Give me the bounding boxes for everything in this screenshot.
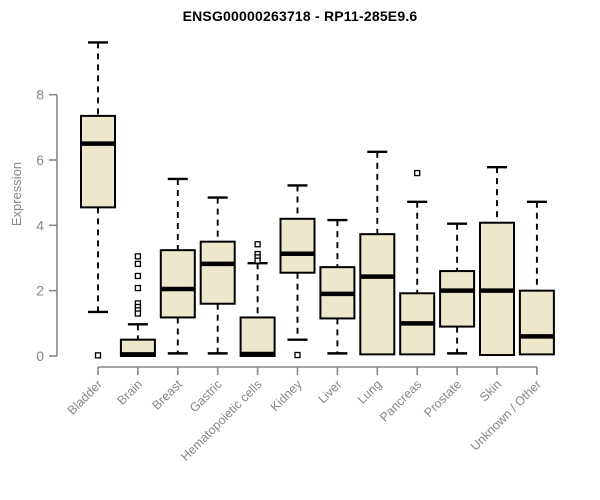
iqr-box <box>518 289 555 356</box>
outlier-point <box>414 169 421 177</box>
x-tick-label: Prostate <box>421 377 464 420</box>
box-pancreas <box>399 169 436 356</box>
box-prostate <box>439 222 476 355</box>
x-tick-label: Skin <box>477 377 504 404</box>
box-gastric <box>199 196 236 355</box>
y-tick-label: 4 <box>36 217 44 233</box>
box-skin <box>479 165 515 357</box>
iqr-box <box>159 249 196 319</box>
chart-title: ENSG00000263718 - RP11-285E9.6 <box>182 8 418 24</box>
x-tick-label: Breast <box>149 377 185 413</box>
outlier-point <box>254 241 261 248</box>
iqr-box <box>80 114 116 209</box>
x-tick-label: Pancreas <box>377 377 424 424</box>
x-tick-label: Lung <box>355 377 385 407</box>
iqr-box <box>359 233 396 356</box>
outlier-point <box>254 257 261 264</box>
outlier-point <box>134 310 142 317</box>
box-kidney <box>279 184 316 359</box>
x-tick-label: Liver <box>315 377 344 406</box>
outlier-point <box>134 272 142 280</box>
x-tick-label: Brain <box>114 377 145 408</box>
box-liver <box>319 218 356 355</box>
y-tick-label: 8 <box>36 87 44 103</box>
outlier-point <box>294 351 301 359</box>
box-breast <box>159 177 196 355</box>
x-tick-label: Bladder <box>65 377 105 417</box>
iqr-box <box>199 240 236 305</box>
outlier-point <box>134 260 142 268</box>
y-tick-label: 6 <box>36 152 44 168</box>
iqr-box <box>439 270 476 328</box>
box-bladder <box>80 41 116 359</box>
box-lung <box>359 150 396 356</box>
outlier-point <box>94 352 102 359</box>
box-hematopoietic-cells <box>239 241 276 357</box>
outlier-point <box>134 284 142 292</box>
outlier-point <box>134 253 142 260</box>
box-brain <box>119 253 156 358</box>
x-tick-label: Unknown / Other <box>468 377 544 453</box>
iqr-box <box>239 316 276 357</box>
x-tick-label: Gastric <box>187 377 225 415</box>
y-tick-label: 2 <box>36 283 44 299</box>
box-unknown-other <box>518 200 555 356</box>
x-tick-label: Kidney <box>268 377 305 414</box>
y-tick-label: 0 <box>36 348 44 364</box>
iqr-box <box>279 217 316 274</box>
